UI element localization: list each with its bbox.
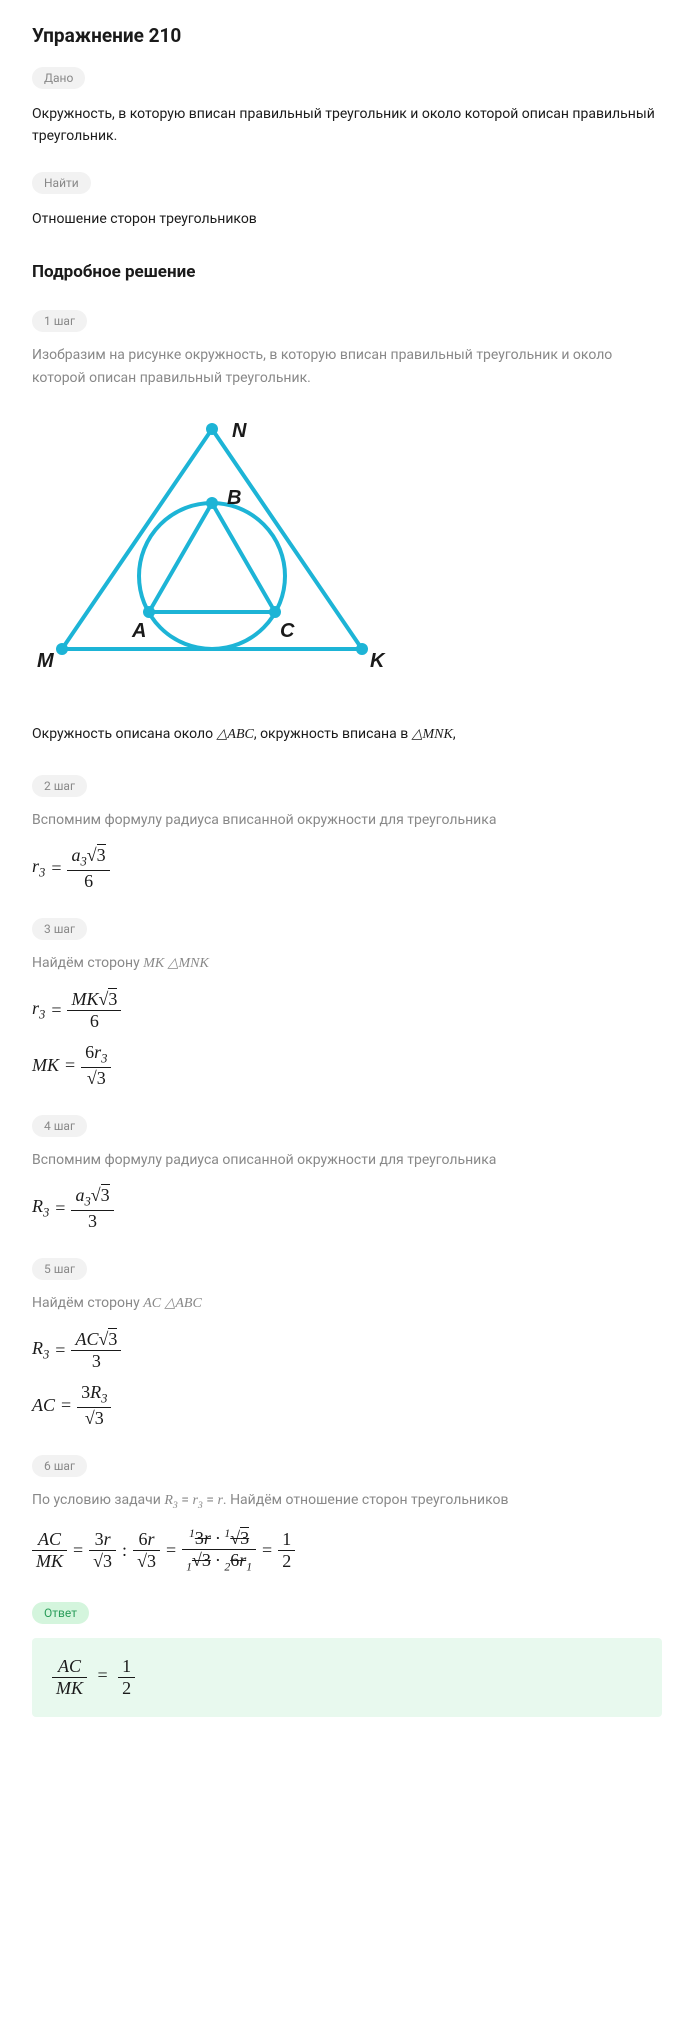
step5-badge: 5 шаг (32, 1258, 87, 1280)
circle (139, 503, 285, 649)
formula-mk-solve: MK = 6r3 √3 (32, 1042, 662, 1089)
find-badge: Найти (32, 172, 91, 194)
formula-r3-mk: r3 = MK√3 6 (32, 989, 662, 1032)
step1-badge: 1 шаг (32, 310, 87, 332)
formula-r3-inscribed: r3 = a3√3 6 (32, 845, 662, 892)
given-badge: Дано (32, 67, 85, 89)
triangle-mnk-ref: △MNK (412, 727, 453, 742)
label-B: B (227, 487, 241, 509)
formula-R3-ac: R3 = AC√3 3 (32, 1329, 662, 1372)
answer-badge: Ответ (32, 1602, 89, 1624)
vertex-K (356, 643, 368, 655)
step1-text: Изобразим на рисунке окружность, в котор… (32, 344, 662, 389)
formula-R3-circumscribed: R3 = a3√3 3 (32, 1185, 662, 1232)
r3-lhs: r3 (32, 856, 45, 881)
vertex-N (206, 423, 218, 435)
label-A: A (131, 620, 146, 642)
r3-frac: a3√3 6 (67, 845, 109, 892)
conclusion-part1: Окружность описана около (32, 726, 217, 742)
step6-text: По условию задачи R3 = r3 = r. Найдём от… (32, 1489, 662, 1513)
step3-badge: 3 шаг (32, 918, 87, 940)
step4-badge: 4 шаг (32, 1115, 87, 1137)
vertex-B (206, 497, 218, 509)
step4-text: Вспомним формулу радиуса описанной окруж… (32, 1149, 662, 1171)
label-C: C (280, 620, 295, 642)
label-N: N (232, 420, 247, 442)
step5-text: Найдём сторону AC △ABC (32, 1292, 662, 1315)
label-M: M (37, 650, 55, 672)
formula-ratio: AC MK = 3r √3 : 6r √3 = 13r · 1√3 1√3 · … (32, 1527, 662, 1574)
solution-title: Подробное решение (32, 262, 662, 282)
page-title: Упражнение 210 (32, 24, 662, 47)
triangle-abc-ref: △ABC (217, 727, 254, 742)
label-K: K (370, 650, 386, 672)
answer-box: AC MK = 1 2 (32, 1638, 662, 1717)
step2-badge: 2 шаг (32, 775, 87, 797)
outer-triangle (62, 429, 362, 649)
step2-text: Вспомним формулу радиуса вписанной окруж… (32, 809, 662, 831)
geometry-figure: N B M A C K (32, 409, 662, 683)
vertex-C (269, 606, 281, 618)
given-text: Окружность, в которую вписан правильный … (32, 103, 662, 148)
step6-badge: 6 шаг (32, 1455, 87, 1477)
formula-ac-solve: AC = 3R3 √3 (32, 1382, 662, 1429)
vertex-M (56, 643, 68, 655)
triangle-diagram: N B M A C K (32, 409, 392, 679)
find-text: Отношение сторон треугольников (32, 208, 662, 230)
conclusion-part2: , окружность вписана в (254, 726, 412, 742)
step3-text: Найдём сторону MK △MNK (32, 952, 662, 975)
vertex-A (143, 606, 155, 618)
conclusion-part3: , (453, 726, 456, 742)
conclusion-text: Окружность описана около △ABC, окружност… (32, 723, 662, 747)
